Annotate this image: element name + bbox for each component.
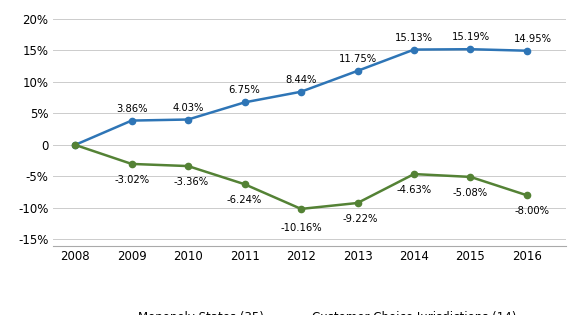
Text: -6.24%: -6.24% xyxy=(227,195,262,205)
Text: -5.08%: -5.08% xyxy=(453,188,488,198)
Text: 3.86%: 3.86% xyxy=(116,104,147,114)
Text: 11.75%: 11.75% xyxy=(339,54,377,64)
Text: 4.03%: 4.03% xyxy=(172,103,204,112)
Text: -9.22%: -9.22% xyxy=(343,214,378,224)
Text: 15.19%: 15.19% xyxy=(451,32,489,42)
Text: -8.00%: -8.00% xyxy=(515,206,550,216)
Text: -3.36%: -3.36% xyxy=(173,177,208,187)
Text: -4.63%: -4.63% xyxy=(397,185,432,195)
Text: 6.75%: 6.75% xyxy=(229,85,260,95)
Text: -10.16%: -10.16% xyxy=(280,223,322,233)
Text: 8.44%: 8.44% xyxy=(286,75,317,85)
Text: 15.13%: 15.13% xyxy=(395,33,433,43)
Text: -3.02%: -3.02% xyxy=(114,175,149,185)
Text: 14.95%: 14.95% xyxy=(513,34,551,44)
Legend: Monopoly States (35), Customer Choice Jurisdictions (14): Monopoly States (35), Customer Choice Ju… xyxy=(98,306,521,315)
